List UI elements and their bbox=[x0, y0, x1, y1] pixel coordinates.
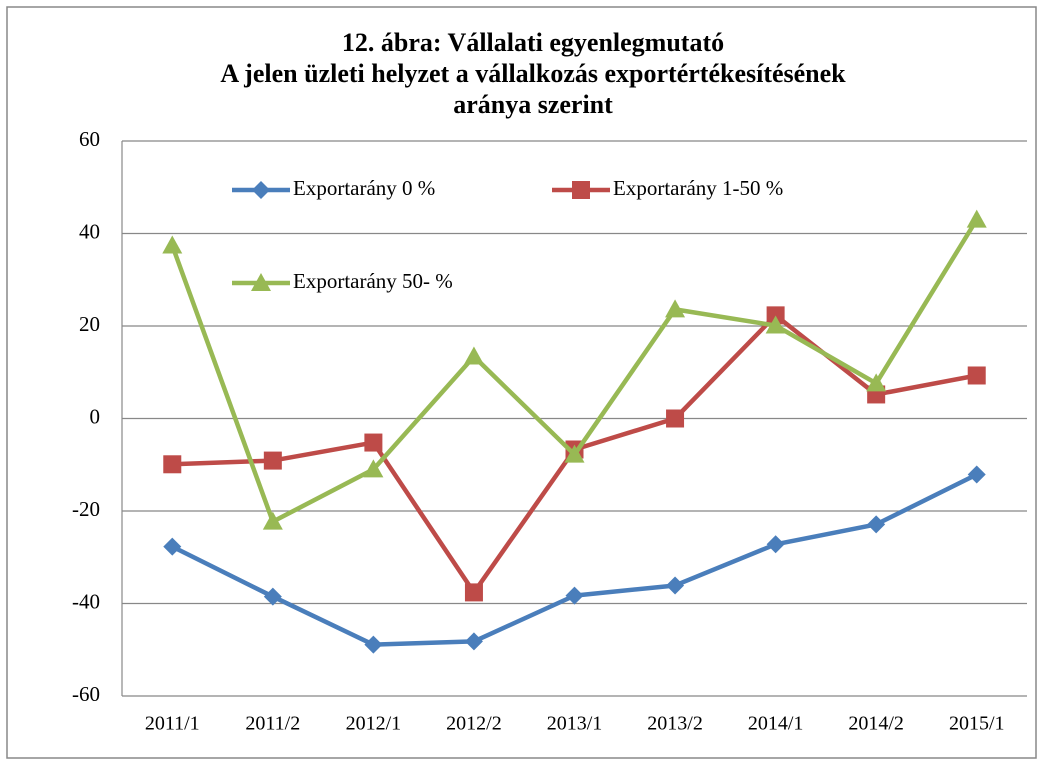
marker bbox=[464, 583, 483, 602]
x-tick-label: 2013/2 bbox=[647, 713, 703, 735]
marker bbox=[163, 537, 182, 556]
marker bbox=[263, 587, 282, 606]
marker bbox=[263, 451, 282, 470]
marker bbox=[364, 433, 383, 452]
x-tick-label: 2012/1 bbox=[346, 713, 402, 735]
marker bbox=[163, 455, 182, 474]
marker bbox=[162, 235, 183, 254]
legend-marker bbox=[252, 181, 270, 199]
marker bbox=[262, 511, 283, 530]
y-tick-label: -40 bbox=[72, 589, 100, 613]
marker bbox=[967, 465, 986, 484]
x-tick-label: 2011/1 bbox=[145, 713, 200, 735]
y-tick-label: -20 bbox=[72, 497, 100, 521]
marker bbox=[363, 459, 384, 478]
x-tick-label: 2015/1 bbox=[949, 713, 1005, 735]
y-tick-label: 20 bbox=[79, 312, 100, 336]
marker bbox=[766, 535, 785, 554]
legend-label: Exportarány 50- % bbox=[293, 269, 453, 293]
marker bbox=[564, 444, 585, 463]
legend-label: Exportarány 0 % bbox=[293, 176, 435, 200]
marker bbox=[666, 409, 685, 428]
x-tick-label: 2013/1 bbox=[547, 713, 603, 735]
y-tick-label: 60 bbox=[79, 127, 100, 151]
marker bbox=[766, 306, 785, 325]
marker bbox=[463, 346, 484, 365]
legend-marker bbox=[572, 181, 590, 199]
chart-title: 12. ábra: Vállalati egyenlegmutató bbox=[342, 28, 724, 57]
x-tick-label: 2014/2 bbox=[848, 713, 904, 735]
marker bbox=[867, 515, 886, 534]
y-tick-label: -60 bbox=[72, 682, 100, 706]
marker bbox=[364, 635, 383, 654]
chart-title: aránya szerint bbox=[453, 90, 613, 119]
chart-border bbox=[6, 6, 1037, 759]
marker bbox=[464, 632, 483, 651]
x-tick-label: 2011/2 bbox=[245, 713, 300, 735]
marker bbox=[666, 576, 685, 595]
x-tick-label: 2014/1 bbox=[748, 713, 804, 735]
marker bbox=[665, 299, 686, 318]
x-tick-label: 2012/2 bbox=[446, 713, 502, 735]
marker bbox=[765, 315, 786, 334]
y-tick-label: 0 bbox=[90, 404, 101, 428]
marker bbox=[565, 586, 584, 605]
marker bbox=[966, 209, 987, 228]
y-tick-label: 40 bbox=[79, 219, 100, 243]
marker bbox=[866, 373, 887, 392]
legend-marker bbox=[251, 273, 271, 291]
legend-label: Exportarány 1-50 % bbox=[613, 176, 783, 200]
chart-title: A jelen üzleti helyzet a vállalkozás exp… bbox=[220, 59, 846, 88]
marker bbox=[967, 366, 986, 385]
